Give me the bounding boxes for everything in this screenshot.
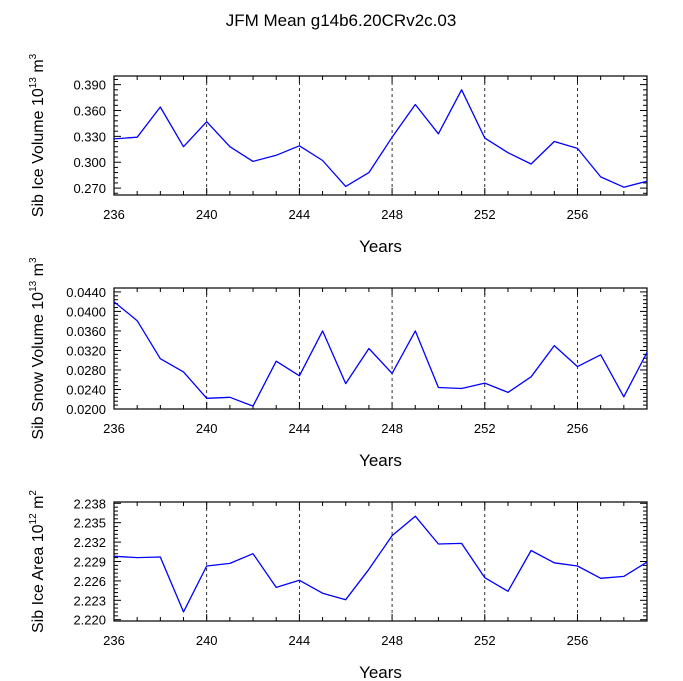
plot-frame bbox=[113, 75, 648, 196]
y-tick-label: 0.390 bbox=[73, 78, 106, 93]
x-tick-label: 252 bbox=[474, 207, 496, 222]
x-tick-label: 256 bbox=[567, 633, 589, 648]
y-tick-label: 0.270 bbox=[73, 181, 106, 196]
y-tick-label: 2.220 bbox=[73, 613, 106, 628]
chart-title: JFM Mean g14b6.20CRv2c.03 bbox=[226, 11, 457, 30]
x-tick-label: 244 bbox=[289, 421, 311, 436]
series-line bbox=[113, 89, 648, 188]
chart-panels: 236 240 244 248 252 256 0.270 0.300 0.330 0.360 0.… bbox=[28, 53, 648, 681]
y-tick-label: 2.229 bbox=[73, 555, 106, 570]
chart-panel-3: 236 240 244 248 252 256 2.220 2.223 2.226 2.229 2.… bbox=[28, 490, 648, 681]
y-axis-label: Sib Ice Volume 1013 m3 bbox=[28, 53, 47, 217]
y-axis-label-text: Sib Snow Volume 10 bbox=[30, 292, 47, 440]
y-tick-label: 0.360 bbox=[73, 103, 106, 118]
series-line bbox=[113, 515, 648, 613]
y-tick-label: 2.232 bbox=[73, 535, 106, 550]
series-line bbox=[113, 301, 648, 407]
y-axis-label-text: m bbox=[30, 263, 47, 281]
x-tick-label: 252 bbox=[474, 633, 496, 648]
y-tick-label: 0.0360 bbox=[66, 324, 106, 339]
y-tick-label: 2.238 bbox=[73, 496, 106, 511]
y-axis-label: Sib Ice Area 1012 m2 bbox=[28, 490, 47, 633]
y-tick-label: 0.0440 bbox=[66, 285, 106, 300]
y-tick-label: 0.0400 bbox=[66, 304, 106, 319]
chart-panel-1: 236 240 244 248 252 256 0.270 0.300 0.330 0.360 0.… bbox=[28, 53, 648, 256]
x-tick-label: 240 bbox=[196, 207, 218, 222]
y-axis-label-superscript: 3 bbox=[28, 257, 39, 263]
y-axis-label-superscript: 3 bbox=[28, 53, 39, 59]
y-tick-label: 2.226 bbox=[73, 574, 106, 589]
y-tick-label: 0.0200 bbox=[66, 402, 106, 417]
y-axis-label-text: m bbox=[30, 59, 47, 77]
y-tick-label: 0.330 bbox=[73, 129, 106, 144]
y-tick-label: 0.0240 bbox=[66, 382, 106, 397]
x-tick-label: 236 bbox=[103, 633, 125, 648]
y-axis-label-superscript: 12 bbox=[28, 513, 39, 525]
x-tick-label: 236 bbox=[103, 207, 125, 222]
x-tick-label: 240 bbox=[196, 421, 218, 436]
x-tick-label: 244 bbox=[289, 633, 311, 648]
y-tick-label: 0.300 bbox=[73, 155, 106, 170]
y-tick-label: 0.0280 bbox=[66, 363, 106, 378]
x-tick-label: 256 bbox=[567, 421, 589, 436]
chart-panel-2: 236 240 244 248 252 256 0.0200 0.0240 0.0280 0.03… bbox=[28, 257, 648, 470]
y-axis-label: Sib Snow Volume 1013 m3 bbox=[28, 257, 47, 440]
x-tick-label: 240 bbox=[196, 633, 218, 648]
y-axis-label-text: Sib Ice Area 10 bbox=[30, 524, 47, 633]
y-axis-label-superscript: 13 bbox=[28, 77, 39, 89]
x-tick-label: 252 bbox=[474, 421, 496, 436]
x-tick-label: 248 bbox=[381, 633, 403, 648]
x-tick-label: 256 bbox=[567, 207, 589, 222]
x-tick-label: 236 bbox=[103, 421, 125, 436]
plot-frame bbox=[113, 287, 648, 410]
y-axis-label-text: m bbox=[30, 496, 47, 514]
y-tick-label: 2.223 bbox=[73, 593, 106, 608]
x-tick-label: 244 bbox=[289, 207, 311, 222]
y-tick-label: 0.0320 bbox=[66, 343, 106, 358]
y-axis-label-superscript: 13 bbox=[28, 280, 39, 292]
x-tick-label: 248 bbox=[381, 207, 403, 222]
x-axis-label: Years bbox=[359, 663, 402, 681]
x-tick-label: 248 bbox=[381, 421, 403, 436]
y-axis-label-superscript: 2 bbox=[28, 490, 39, 496]
x-axis-label: Years bbox=[359, 237, 402, 256]
y-axis-label-text: Sib Ice Volume 10 bbox=[30, 88, 47, 217]
plot-frame bbox=[113, 501, 648, 622]
y-tick-label: 2.235 bbox=[73, 516, 106, 531]
x-axis-label: Years bbox=[359, 451, 402, 470]
